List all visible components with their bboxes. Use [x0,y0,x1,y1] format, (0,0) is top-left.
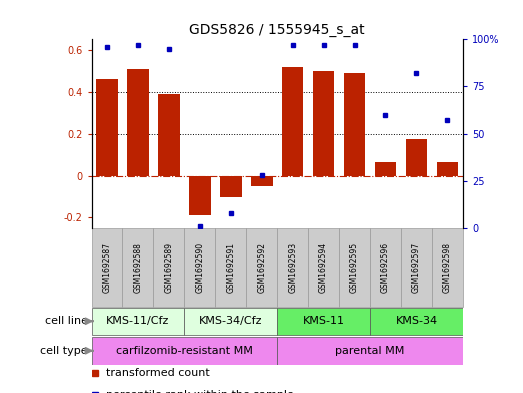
Bar [432,228,463,307]
Text: GSM1692588: GSM1692588 [133,242,142,293]
Bar [246,228,277,307]
Text: KMS-11/Cfz: KMS-11/Cfz [106,316,169,326]
Text: cell line: cell line [45,316,88,326]
Title: GDS5826 / 1555945_s_at: GDS5826 / 1555945_s_at [189,23,365,37]
Bar [406,139,427,176]
Bar [370,228,401,307]
Text: KMS-34/Cfz: KMS-34/Cfz [199,316,263,326]
Bar [282,66,303,176]
Bar [184,228,215,307]
Bar [92,308,185,334]
Text: parental MM: parental MM [335,346,405,356]
Text: percentile rank within the sample: percentile rank within the sample [106,390,294,393]
Bar [92,228,122,307]
Bar [153,228,184,307]
Text: GSM1692591: GSM1692591 [226,242,235,293]
Bar [277,308,370,334]
Text: transformed count: transformed count [106,368,210,378]
Bar [344,73,366,176]
Bar [339,228,370,307]
Bar [220,176,242,196]
Bar [184,308,277,334]
Bar [370,308,463,334]
Text: KMS-34: KMS-34 [395,316,438,326]
Bar [277,336,463,365]
Bar [277,228,308,307]
Bar [96,79,118,176]
Text: cell type: cell type [40,346,88,356]
Bar [158,94,180,176]
Bar [127,69,149,176]
Bar [313,71,334,176]
Text: carfilzomib-resistant MM: carfilzomib-resistant MM [116,346,253,356]
Text: GSM1692592: GSM1692592 [257,242,266,293]
Bar [437,162,458,176]
Bar [92,336,277,365]
Text: KMS-11: KMS-11 [303,316,345,326]
Bar [189,176,211,215]
Text: GSM1692593: GSM1692593 [288,242,297,293]
Text: GSM1692596: GSM1692596 [381,242,390,293]
Bar [308,228,339,307]
Text: GSM1692590: GSM1692590 [195,242,204,293]
Text: GSM1692589: GSM1692589 [164,242,174,293]
Text: GSM1692587: GSM1692587 [103,242,111,293]
Text: GSM1692594: GSM1692594 [319,242,328,293]
Bar [122,228,153,307]
Bar [251,176,272,186]
Text: GSM1692597: GSM1692597 [412,242,421,293]
Bar [374,162,396,176]
Bar [401,228,432,307]
Bar [215,228,246,307]
Text: GSM1692595: GSM1692595 [350,242,359,293]
Text: GSM1692598: GSM1692598 [443,242,452,293]
